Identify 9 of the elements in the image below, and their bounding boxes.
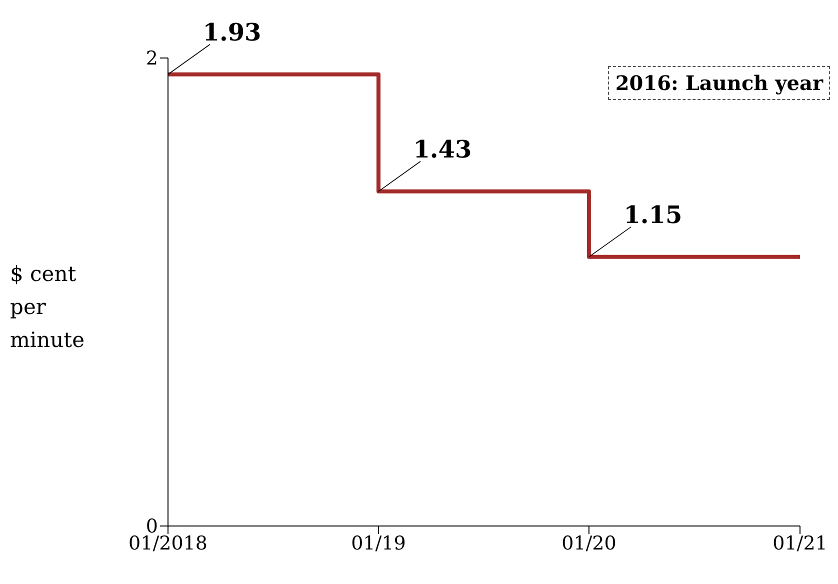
x-tick-label: 01/20 xyxy=(562,532,616,554)
y-axis-title: $ cent per minute xyxy=(10,261,86,354)
y-tick-label: 2 xyxy=(146,48,158,70)
data-label: 1.93 xyxy=(202,17,262,46)
x-tick-label: 01/19 xyxy=(351,532,406,554)
data-label: 1.43 xyxy=(413,134,472,164)
x-tick-label: 01/21 xyxy=(772,532,828,554)
data-label: 1.15 xyxy=(624,200,682,229)
annotation: 2016: Launch year xyxy=(608,66,830,100)
